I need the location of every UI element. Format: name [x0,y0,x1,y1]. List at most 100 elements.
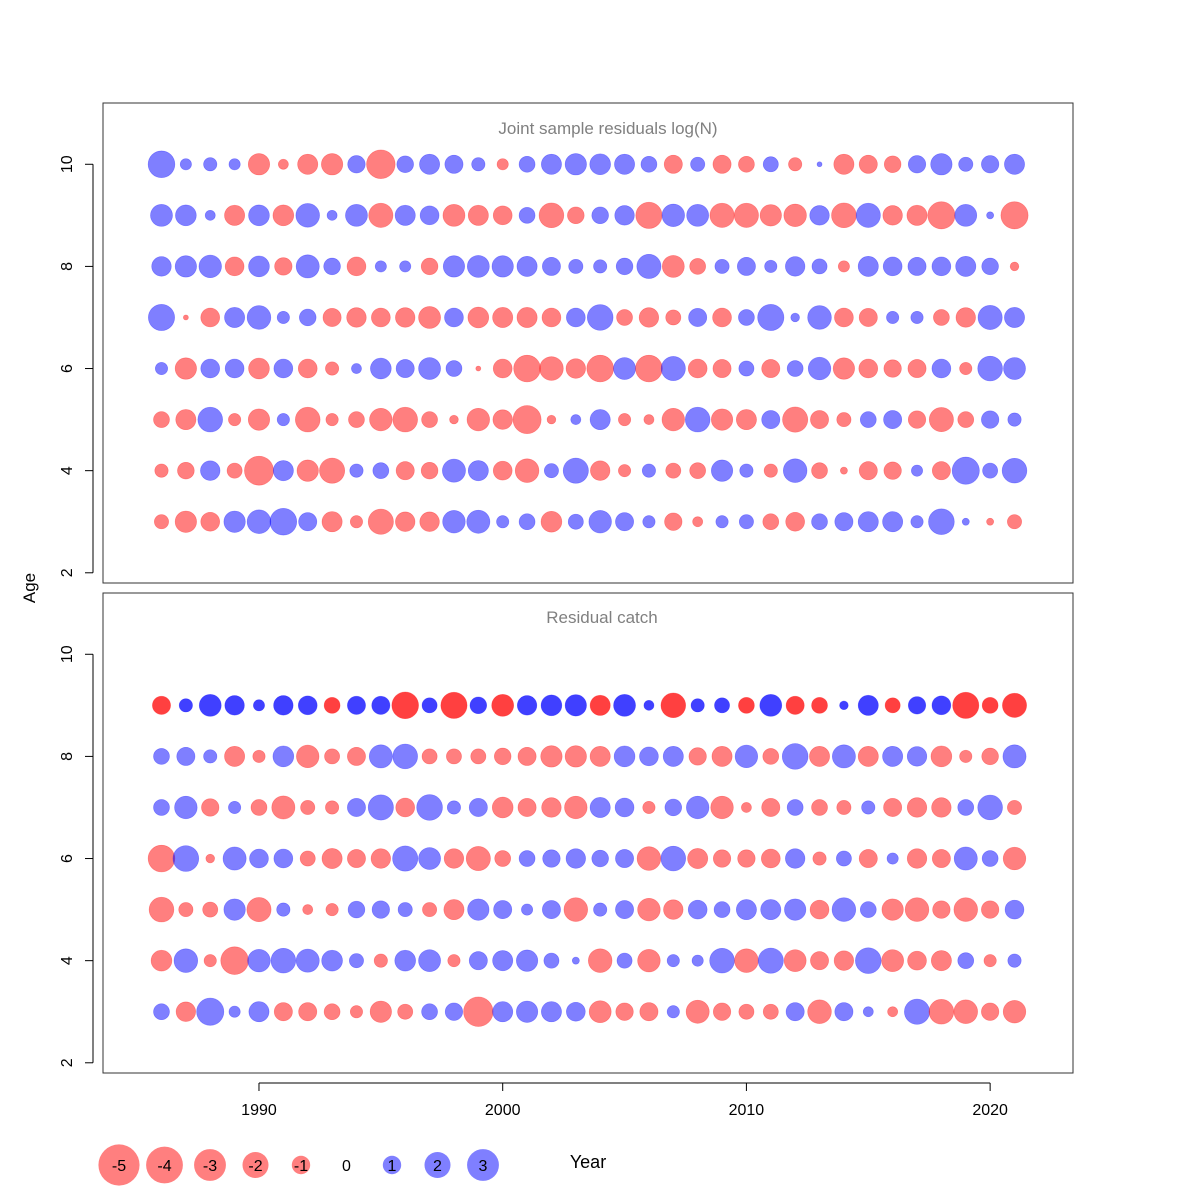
residual-bubble [906,746,928,767]
residual-bubble [521,903,534,916]
residual-bubble [959,749,973,763]
residual-bubble [816,161,823,168]
residual-bubble [665,309,682,326]
residual-bubble [684,406,711,433]
residual-bubble [688,308,708,327]
residual-bubble [226,462,243,479]
residual-bubble [661,203,685,227]
residual-bubble [907,410,927,429]
residual-bubble [321,949,343,972]
residual-bubble [981,410,1000,429]
residual-bubble [302,904,314,915]
residual-bubble [445,360,463,377]
residual-bubble [664,798,682,817]
residual-bubble [986,211,995,220]
residual-bubble [326,209,338,221]
residual-bubble [953,846,978,871]
residual-bubble [593,902,608,917]
residual-bubble [421,748,438,765]
residual-bubble [297,153,319,175]
residual-bubble [882,205,903,226]
residual-bubble [297,358,318,379]
residual-bubble [421,411,438,428]
residual-bubble [687,899,708,920]
residual-bubble [660,845,686,872]
residual-bubble [781,743,809,770]
residual-bubble [196,997,225,1026]
residual-bubble [540,510,563,533]
residual-bubble [543,463,559,479]
residual-bubble [273,848,294,869]
residual-bubble [370,357,392,380]
residual-bubble [202,901,219,918]
residual-bubble [839,700,849,711]
residual-bubble [959,362,973,376]
residual-bubble [276,310,290,324]
residual-bubble [686,795,710,820]
residual-bubble [639,746,659,767]
residual-bubble [640,155,658,173]
residual-bubble [296,744,320,769]
residual-bubble [272,204,295,227]
residual-bubble [153,748,170,765]
residual-bubble [297,695,318,716]
residual-bubble [931,256,952,277]
residual-bubble [883,798,903,817]
residual-bubble [154,362,168,376]
y-tick-label: 4 [59,956,76,965]
residual-bubble [957,799,975,816]
residual-bubble [785,695,805,715]
residual-bubble [591,206,609,225]
residual-bubble [685,999,710,1024]
residual-bubble [954,204,978,227]
residual-bubble [273,1002,293,1022]
residual-bubble [517,798,537,817]
residual-bubble [466,255,490,278]
residual-bubble [981,900,1000,919]
residual-bubble [589,797,611,818]
residual-bubble [642,800,656,814]
residual-bubble [686,204,710,227]
residual-bubble [882,511,904,533]
residual-bubble [228,800,242,814]
residual-bubble [589,409,611,431]
residual-bubble [176,746,196,766]
residual-bubble [981,850,999,867]
residual-bubble [563,897,588,922]
residual-bubble [447,954,461,968]
residual-bubble [588,510,612,534]
residual-bubble [541,307,562,328]
residual-bubble [444,154,464,174]
residual-bubble [785,1002,805,1022]
residual-bubble [613,357,636,380]
residual-bubble [736,256,756,276]
residual-bubble [1002,846,1027,871]
residual-bubble [661,407,685,432]
residual-bubble [347,695,366,715]
residual-bubble [151,256,172,277]
residual-bubble [738,1003,755,1020]
residual-bubble [1000,201,1029,230]
residual-bubble [349,463,364,478]
residual-bubble [712,359,732,378]
residual-bubble [613,694,636,717]
residual-bubble [709,947,735,974]
legend-bubble [424,1151,451,1179]
x-axis: 1990 2000 2010 2020 [241,1082,1008,1119]
legend-label: -3 [203,1158,217,1175]
legend-bubble [98,1144,140,1186]
residual-bubble [831,202,857,229]
residual-bubble [589,745,611,767]
residual-bubble [785,848,806,869]
residual-bubble [715,515,729,529]
residual-bubble [394,949,416,972]
residual-bubble [616,952,633,969]
legend: -5 -4 -3 -2 -1 0 1 2 3 [98,1144,499,1186]
residual-bubble [711,408,734,431]
residual-bubble [618,464,632,478]
residual-bubble [222,846,247,871]
residual-bubble [374,260,387,273]
residual-bubble [958,156,974,172]
panel-residual-catch: Residual catch 2 4 6 8 10 [59,592,1074,1074]
residual-bubble [782,406,809,433]
